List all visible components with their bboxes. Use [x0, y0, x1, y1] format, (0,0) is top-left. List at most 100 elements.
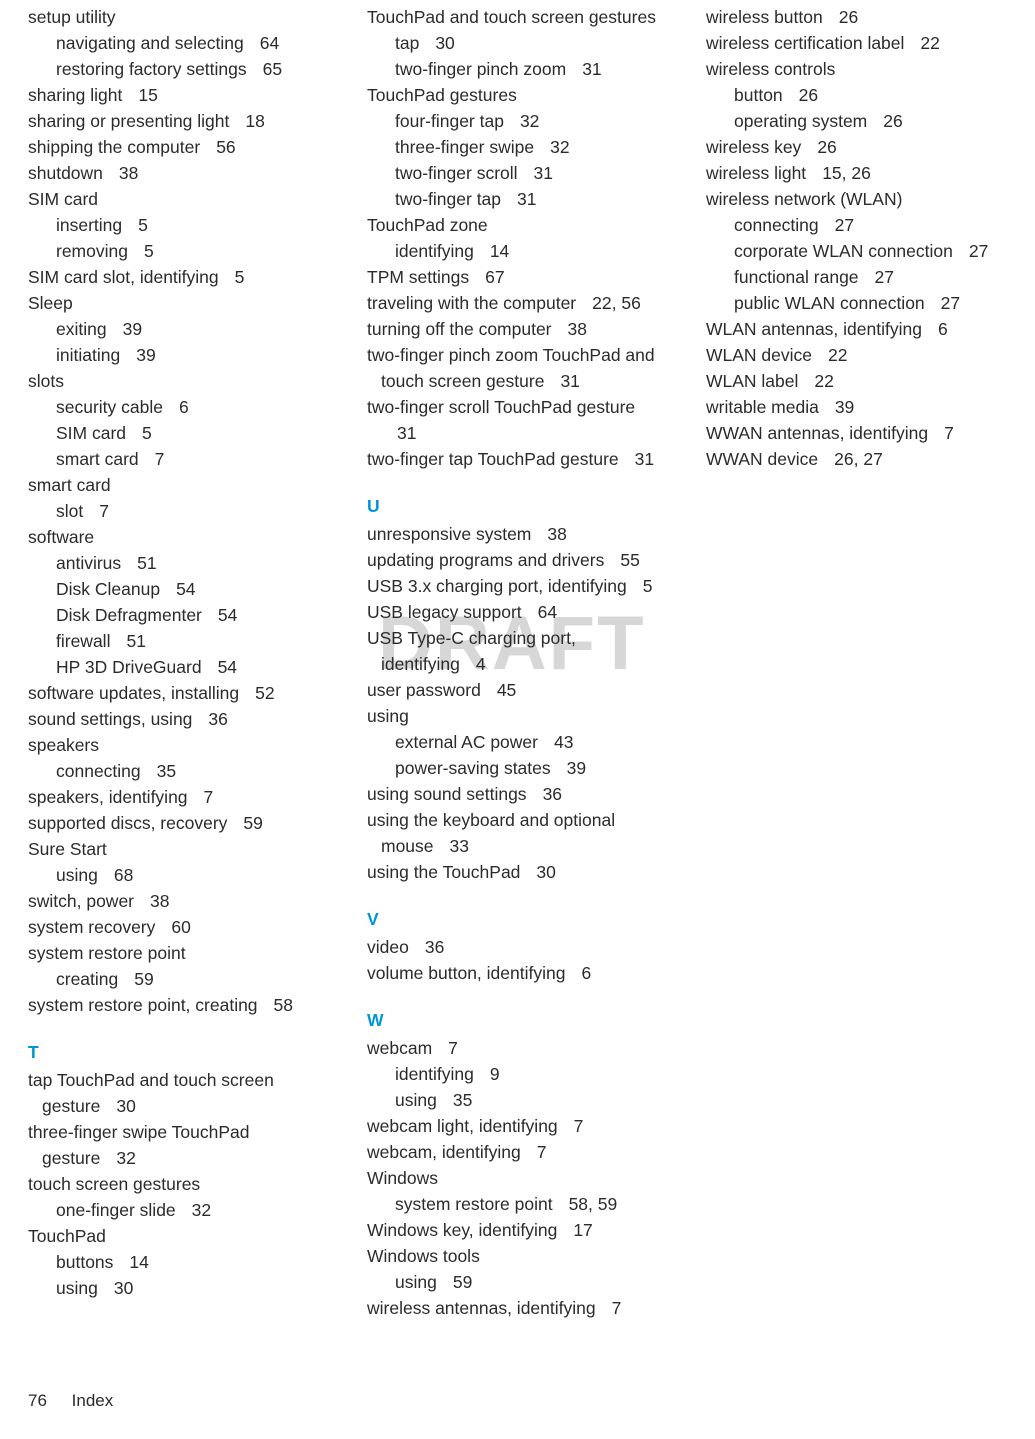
index-term: identifying — [395, 241, 474, 261]
index-page-ref: 31 — [397, 423, 416, 443]
index-term: corporate WLAN connection — [734, 241, 953, 261]
index-term: volume button, identifying — [367, 963, 565, 983]
index-term: exiting — [56, 319, 107, 339]
index-term: connecting — [56, 761, 141, 781]
index-term: wireless key — [706, 137, 801, 157]
index-term: smart card — [56, 449, 139, 469]
index-page-ref: 6 — [581, 963, 591, 983]
index-term: smart card — [28, 475, 111, 495]
index-term: operating system — [734, 111, 867, 131]
index-page-ref: 14 — [129, 1252, 148, 1272]
index-term: creating — [56, 969, 118, 989]
index-entry: using the keyboard and optional — [367, 807, 676, 833]
index-term: using the keyboard and optional — [367, 810, 615, 830]
index-entry: sharing light15 — [28, 82, 337, 108]
index-term: sharing light — [28, 85, 122, 105]
index-entry: USB Type-C charging port, — [367, 625, 676, 651]
index-entry: inserting5 — [28, 212, 337, 238]
index-page-ref: 14 — [490, 241, 509, 261]
index-entry: Sure Start — [28, 836, 337, 862]
index-page-ref: 7 — [944, 423, 954, 443]
index-page-ref: 67 — [485, 267, 504, 287]
index-page-ref: 60 — [171, 917, 190, 937]
index-entry: HP 3D DriveGuard54 — [28, 654, 337, 680]
index-term: wireless button — [706, 7, 823, 27]
index-term: webcam light, identifying — [367, 1116, 558, 1136]
index-term: wireless certification label — [706, 33, 904, 53]
index-entry: WLAN device22 — [706, 342, 1015, 368]
index-entry: touch screen gestures — [28, 1171, 337, 1197]
index-column: wireless button 26 wireless certification … — [706, 4, 1015, 1321]
index-page: DRAFT setup utilitynavigating and select… — [0, 0, 1035, 1439]
index-term: buttons — [56, 1252, 113, 1272]
index-term: two-finger pinch zoom — [395, 59, 566, 79]
index-entry: updating programs and drivers55 — [367, 547, 676, 573]
index-entry: wireless network (WLAN) — [706, 186, 1015, 212]
index-page-ref: 54 — [218, 657, 237, 677]
index-entry: corporate WLAN connection27 — [706, 238, 1015, 264]
index-term: Sleep — [28, 293, 73, 313]
index-term: wireless light — [706, 163, 806, 183]
index-page-ref: 54 — [218, 605, 237, 625]
index-term: two-finger pinch zoom TouchPad and — [367, 345, 655, 365]
index-entry: using35 — [367, 1087, 676, 1113]
index-term: webcam, identifying — [367, 1142, 521, 1162]
index-entry: wireless controls — [706, 56, 1015, 82]
index-term: USB legacy support — [367, 602, 522, 622]
index-term: two-finger tap TouchPad gesture — [367, 449, 619, 469]
index-entry: TouchPad and touch screen gestures — [367, 4, 676, 30]
index-entry: identifying 14 — [367, 238, 676, 264]
index-entry: sharing or presenting light18 — [28, 108, 337, 134]
index-entry: wireless key26 — [706, 134, 1015, 160]
index-entry: USB legacy support64 — [367, 599, 676, 625]
index-page-ref: 32 — [192, 1200, 211, 1220]
index-entry: shipping the computer56 — [28, 134, 337, 160]
index-page-ref: 30 — [536, 862, 555, 882]
index-entry: three-finger swipe TouchPad — [28, 1119, 337, 1145]
index-term: wireless antennas, identifying — [367, 1298, 596, 1318]
index-entry: TouchPad — [28, 1223, 337, 1249]
index-page-ref: 7 — [612, 1298, 622, 1318]
index-entry: wireless light15, 26 — [706, 160, 1015, 186]
index-term: using the TouchPad — [367, 862, 520, 882]
index-entry: functional range27 — [706, 264, 1015, 290]
index-page-ref: 4 — [476, 654, 486, 674]
index-term: using — [56, 865, 98, 885]
index-term: navigating and selecting — [56, 33, 244, 53]
index-term: system restore point — [395, 1194, 553, 1214]
index-term: TouchPad and touch screen gestures — [367, 7, 656, 27]
index-term: two-finger scroll — [395, 163, 518, 183]
index-entry: creating59 — [28, 966, 337, 992]
index-page-ref: 51 — [126, 631, 145, 651]
index-page-ref: 58, 59 — [569, 1194, 618, 1214]
index-term: traveling with the computer — [367, 293, 576, 313]
index-page-ref: 43 — [554, 732, 573, 752]
index-page-ref: 32 — [550, 137, 569, 157]
index-entry: using — [367, 703, 676, 729]
index-page-ref: 59 — [453, 1272, 472, 1292]
index-entry: Windows key, identifying17 — [367, 1217, 676, 1243]
index-page-ref: 26 — [799, 85, 818, 105]
index-term: removing — [56, 241, 128, 261]
index-entry: firewall51 — [28, 628, 337, 654]
index-term: software — [28, 527, 94, 547]
index-entry: system restore point, creating58 — [28, 992, 337, 1018]
index-page-ref: 31 — [534, 163, 553, 183]
index-page-ref: 7 — [99, 501, 109, 521]
index-term: user password — [367, 680, 481, 700]
index-entry: wireless certification label22 — [706, 30, 1015, 56]
index-entry: user password45 — [367, 677, 676, 703]
index-page-ref: 9 — [490, 1064, 500, 1084]
index-entry: Windows — [367, 1165, 676, 1191]
index-letter-heading: T — [28, 1039, 337, 1065]
index-term: using — [367, 706, 409, 726]
index-term: slot — [56, 501, 83, 521]
index-term: TPM settings — [367, 267, 469, 287]
index-entry: touch screen gesture31 — [367, 368, 676, 394]
index-page-ref: 27 — [835, 215, 854, 235]
index-entry: volume button, identifying 6 — [367, 960, 676, 986]
index-entry: supported discs, recovery59 — [28, 810, 337, 836]
index-page-ref: 5 — [138, 215, 148, 235]
index-term: security cable — [56, 397, 163, 417]
index-entry: two-finger tap31 — [367, 186, 676, 212]
